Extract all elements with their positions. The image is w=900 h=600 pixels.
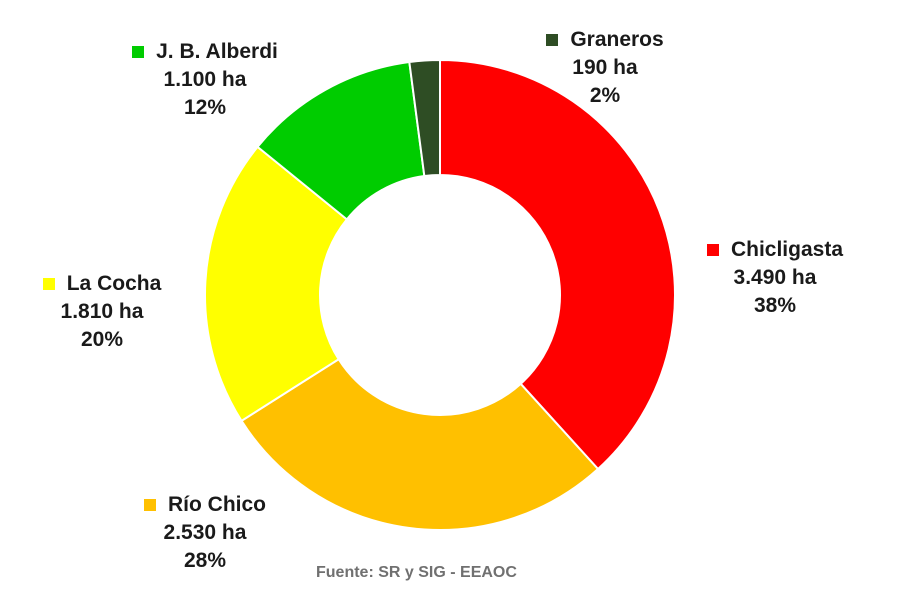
- label-la-cocha: La Cocha 1.810 ha 20%: [12, 270, 192, 354]
- swatch-chicligasta: [706, 244, 719, 256]
- label-jb-alberdi: J. B. Alberdi 1.100 ha 12%: [100, 38, 310, 122]
- label-area: 2.530 ha: [163, 521, 247, 544]
- label-area: 1.810 ha: [60, 300, 144, 323]
- swatch-graneros: [546, 34, 559, 46]
- label-graneros: Graneros 190 ha 2%: [520, 26, 690, 110]
- label-name: J. B. Alberdi: [156, 40, 278, 63]
- label-name: La Cocha: [66, 272, 162, 295]
- label-percent: 38%: [753, 294, 797, 317]
- label-percent: 28%: [183, 549, 227, 572]
- swatch-jb-alberdi: [132, 46, 145, 58]
- label-percent: 12%: [183, 96, 227, 119]
- label-area: 190 ha: [572, 56, 638, 79]
- label-area: 3.490 ha: [733, 266, 817, 289]
- label-name: Graneros: [570, 28, 664, 51]
- swatch-rio-chico: [144, 499, 156, 511]
- label-percent: 2%: [589, 84, 621, 107]
- label-percent: 20%: [80, 328, 124, 351]
- source-note: Fuente: SR y SIG - EEAOC: [316, 564, 517, 581]
- slice-graneros: [408, 58, 441, 178]
- slice-río-chico: [240, 357, 600, 531]
- label-chicligasta: Chicligasta 3.490 ha 38%: [690, 236, 860, 320]
- label-name: Chicligasta: [730, 238, 844, 261]
- slice-la-cocha: [204, 145, 349, 423]
- swatch-la-cocha: [42, 278, 55, 290]
- label-rio-chico: Río Chico 2.530 ha 28%: [105, 491, 305, 575]
- label-name: Río Chico: [168, 493, 266, 516]
- label-area: 1.100 ha: [163, 68, 247, 91]
- slice-chicligasta: [439, 58, 676, 471]
